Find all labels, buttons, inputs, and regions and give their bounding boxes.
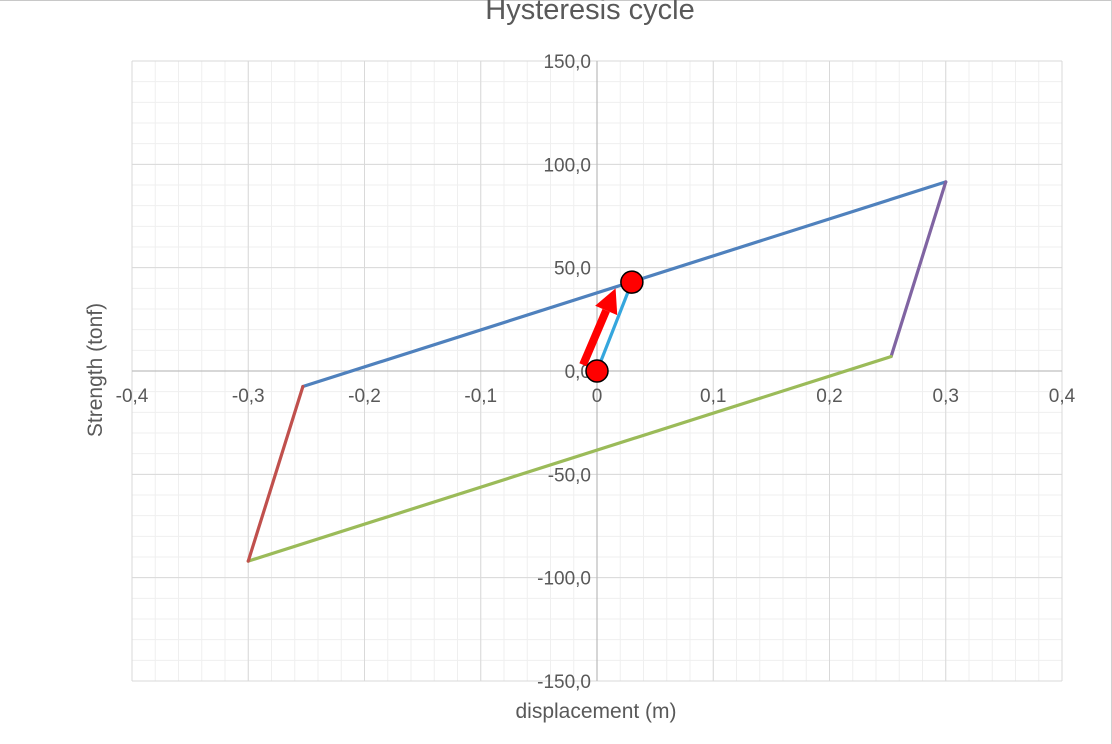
series-line-4 [246,384,305,563]
x-tick-label: 0 [592,386,603,407]
y-tick-label: 100,0 [543,155,591,176]
chart-title: Hysteresis cycle [485,0,695,26]
x-tick-label: 0,4 [1049,386,1076,407]
x-tick-label: -0,1 [464,386,497,407]
x-axis-label: displacement (m) [515,700,677,723]
x-tick-label: 0,1 [700,386,726,407]
y-tick-label: -100,0 [537,569,591,590]
annotation-marker-1 [585,359,609,383]
annotation-arrow-head [595,288,618,316]
y-tick-label: 0,0 [565,362,591,383]
x-tick-label: 0,2 [816,386,842,407]
series-line-5 [595,280,634,373]
y-tick-label: -50,0 [548,465,591,486]
annotation-marker-2 [620,270,644,294]
annotation-arrow-shaft [579,308,610,367]
x-tick-label: -0,2 [348,386,381,407]
x-tick-label: -0,4 [116,386,149,407]
y-tick-label: 150,0 [543,52,591,73]
y-tick-label: 50,0 [554,259,591,280]
y-tick-label: -150,0 [537,672,591,693]
series-line-3 [246,354,893,563]
x-tick-label: -0,3 [232,386,265,407]
series-line-2 [889,180,948,359]
window-top-border [0,0,1112,1]
x-tick-label: 0,3 [933,386,959,407]
y-axis-label: Strength (tonf) [84,302,107,438]
